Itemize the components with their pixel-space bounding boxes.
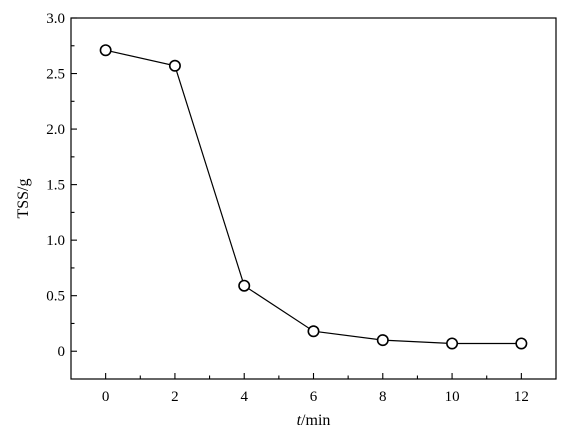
- data-point: [307, 325, 320, 338]
- x-axis-title-unit: /min: [301, 412, 330, 429]
- x-tick-label: 10: [445, 389, 460, 405]
- x-axis-title: t/min: [297, 412, 331, 429]
- plot-frame: [70, 17, 557, 380]
- x-tick-label: 8: [379, 389, 387, 405]
- x-axis-ticks: 0 2 4 6 8 10 12: [102, 373, 529, 405]
- y-axis-ticks: 0 0.5 1.0 1.5 2.0 2.5 3.0: [46, 11, 77, 360]
- y-tick-label: 1.5: [46, 178, 65, 194]
- data-point: [168, 59, 181, 72]
- data-point: [99, 44, 112, 57]
- data-point: [515, 337, 528, 350]
- x-tick-label: 4: [240, 389, 248, 405]
- y-tick-label: 2.0: [46, 122, 65, 138]
- data-point: [446, 337, 459, 350]
- x-tick-label: 2: [171, 389, 179, 405]
- y-tick-label: 0.5: [46, 289, 65, 305]
- y-axis-title: TSS/g: [15, 178, 32, 218]
- series-line: [105, 49, 522, 345]
- y-tick-label: 0: [58, 344, 66, 360]
- x-tick-label: 6: [310, 389, 318, 405]
- series-group: [99, 44, 528, 350]
- y-tick-label: 1.0: [46, 233, 65, 249]
- plot-area: [70, 17, 557, 380]
- data-point: [238, 279, 251, 292]
- x-axis-title-italic: t: [297, 412, 302, 429]
- y-tick-label: 2.5: [46, 67, 65, 83]
- data-point: [376, 334, 389, 347]
- y-tick-label: 3.0: [46, 11, 65, 27]
- x-tick-label: 0: [102, 389, 110, 405]
- x-tick-label: 12: [514, 389, 529, 405]
